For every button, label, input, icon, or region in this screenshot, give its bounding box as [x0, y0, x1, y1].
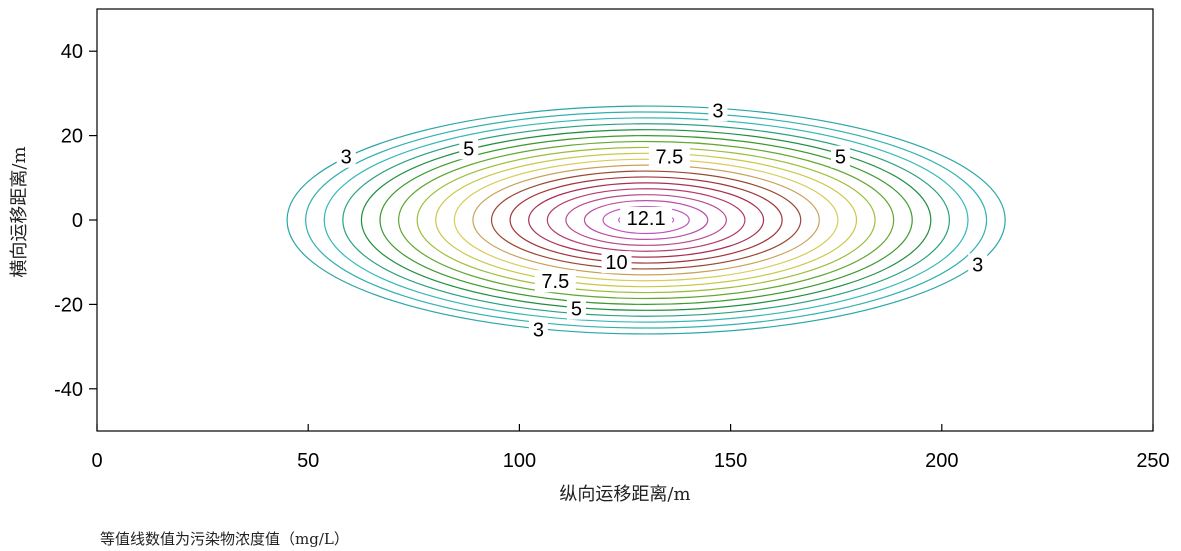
contour-label-bg: [601, 251, 632, 274]
contour-line: [323, 117, 969, 323]
contour-label: 7.5: [655, 147, 683, 169]
x-tick-label: 250: [1136, 450, 1169, 472]
contour-label-bg: [534, 270, 576, 293]
y-tick-label: 20: [61, 126, 83, 148]
contour-line: [435, 152, 858, 288]
axis-ticks: 0 50 100 150 200 250 -40 -20 0 20 40: [54, 41, 1170, 472]
contour-label-bg: [830, 145, 850, 168]
contour-lines: [286, 105, 1006, 335]
contour-line: [379, 135, 913, 306]
concentration-note: 等值线数值为污染物浓度值（mg/L）: [100, 530, 349, 548]
contour-line: [528, 182, 765, 258]
contour-line: [453, 158, 839, 282]
contour-label-bg: [459, 137, 479, 160]
contour-label-bg: [708, 99, 728, 122]
contour-label: 3: [341, 147, 352, 169]
x-tick-label: 150: [714, 450, 747, 472]
contour-label: 5: [463, 138, 474, 160]
y-tick-label: 0: [72, 210, 83, 232]
contour-label: 3: [712, 100, 723, 122]
x-tick-label: 0: [91, 450, 102, 472]
contour-label: 5: [571, 299, 582, 321]
contour-line: [286, 105, 1006, 335]
x-tick-label: 200: [925, 450, 958, 472]
y-tick-label: 40: [61, 41, 83, 63]
y-axis-title: 横向运移距离/m: [9, 146, 30, 277]
y-tick-label: -20: [54, 294, 83, 316]
x-tick-label: 100: [503, 450, 536, 472]
contour-label-bg: [566, 297, 586, 320]
contour-label-bg: [336, 145, 356, 168]
contour-line: [583, 199, 709, 241]
contour-line: [342, 123, 951, 317]
contour-label: 3: [972, 254, 983, 276]
contour-line: [490, 170, 802, 270]
contour-line: [360, 129, 932, 311]
contour-label-bg: [528, 318, 548, 341]
contour-line: [602, 205, 690, 235]
contour-line: [546, 188, 746, 252]
contour-line: [509, 176, 783, 264]
contour-label: 12.1: [627, 208, 666, 230]
contour-label: 5: [835, 147, 846, 169]
contour-label-bg: [968, 253, 988, 276]
x-axis-title: 纵向运移距离/m: [559, 484, 690, 505]
contour-line: [305, 111, 988, 329]
y-tick-label: -40: [54, 379, 83, 401]
contour-label: 10: [605, 252, 627, 274]
contour-label-bg: [620, 206, 673, 229]
contour-label-bg: [648, 145, 690, 168]
contour-label: 3: [533, 320, 544, 342]
x-tick-label: 50: [297, 450, 319, 472]
contour-label: 7.5: [541, 271, 569, 293]
contour-line: [397, 140, 895, 300]
contour-line: [472, 164, 820, 276]
contour-line: [416, 146, 876, 294]
contour-line: [565, 194, 727, 246]
